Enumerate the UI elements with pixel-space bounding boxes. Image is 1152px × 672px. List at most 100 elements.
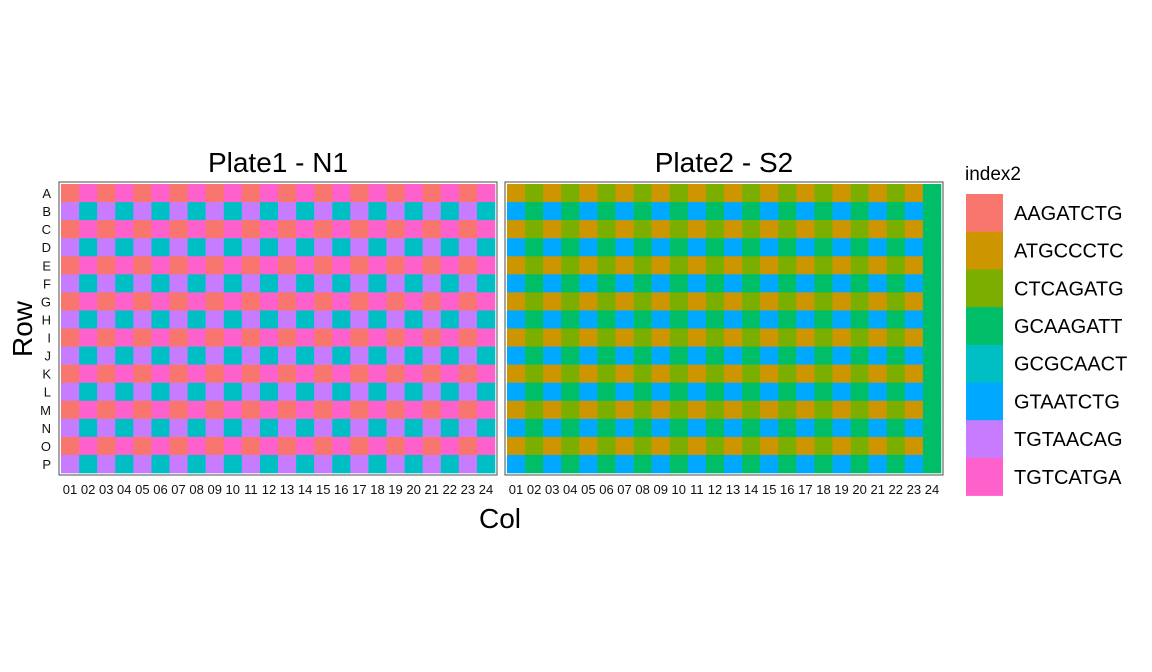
well-cell-O05	[133, 436, 152, 456]
well-cell-K02	[525, 364, 544, 383]
well-cell-F23	[458, 274, 478, 293]
well-cell-E04	[561, 256, 580, 275]
well-cell-F07	[169, 274, 188, 293]
well-cell-O16	[778, 436, 797, 456]
well-cell-G04	[561, 292, 580, 311]
well-cell-H19	[832, 310, 851, 329]
well-cell-F05	[579, 274, 598, 293]
well-cell-E09	[651, 256, 671, 275]
well-cell-A16	[332, 184, 351, 203]
well-cell-A18	[368, 184, 387, 203]
well-cell-J14	[296, 346, 315, 365]
well-cell-B18	[368, 202, 387, 221]
well-cell-L16	[332, 382, 351, 402]
well-cell-L15	[314, 382, 333, 402]
well-cell-A15	[314, 184, 333, 203]
well-cell-L22	[440, 382, 460, 402]
well-cell-P01	[61, 454, 80, 474]
well-cell-D01	[507, 238, 526, 257]
legend-swatch	[966, 307, 1003, 346]
well-cell-M04	[115, 400, 134, 420]
well-cell-H05	[133, 310, 152, 329]
legend-label: AAGATCTG	[1014, 203, 1123, 225]
well-cell-O23	[458, 436, 478, 456]
well-cell-E20	[850, 256, 869, 275]
well-cell-A14	[742, 184, 761, 203]
well-cell-F08	[633, 274, 652, 293]
column-tick-labels: 01 02 03 04 05 06 07 08 09 10 11 12 13 14 15 16 17 18 19 20…	[63, 482, 493, 497]
well-cell-O13	[278, 436, 297, 456]
well-cell-N20	[404, 418, 423, 438]
well-cell-C03	[543, 220, 562, 239]
well-cell-C19	[832, 220, 851, 239]
well-cell-N17	[350, 418, 369, 438]
well-cell-F11	[687, 274, 707, 293]
well-cell-B21	[422, 202, 442, 221]
well-cell-D11	[687, 238, 707, 257]
well-cell-G05	[133, 292, 152, 311]
well-cell-P19	[386, 454, 405, 474]
well-cell-B14	[296, 202, 315, 221]
well-cell-J12	[705, 346, 725, 365]
well-cell-L14	[296, 382, 315, 402]
legend-title: index2	[965, 164, 1021, 185]
well-cell-N03	[97, 418, 116, 438]
well-cell-F01	[507, 274, 526, 293]
well-cell-J09	[205, 346, 225, 365]
well-cell-G09	[205, 292, 225, 311]
col-tick-label: 17	[798, 482, 812, 497]
well-cell-I21	[422, 328, 442, 347]
well-cell-C18	[368, 220, 387, 239]
legend-item: TGTAACAG	[966, 420, 1123, 459]
well-cell-L15	[760, 382, 779, 402]
well-cell-M20	[850, 400, 869, 420]
well-cell-B02	[525, 202, 544, 221]
well-cell-P20	[404, 454, 423, 474]
well-cell-B14	[742, 202, 761, 221]
well-cell-N15	[314, 418, 333, 438]
col-tick-label: 21	[424, 482, 438, 497]
legend-label: CTCAGATG	[1014, 278, 1124, 300]
col-tick-label: 03	[99, 482, 113, 497]
legend-item: GTAATCTG	[966, 382, 1120, 421]
well-cell-L21	[422, 382, 442, 402]
well-cell-C07	[615, 220, 634, 239]
well-cell-I11	[241, 328, 261, 347]
well-cell-G19	[832, 292, 851, 311]
well-cell-K10	[223, 364, 243, 383]
well-cell-D13	[278, 238, 297, 257]
well-cell-O20	[404, 436, 423, 456]
well-cell-N18	[368, 418, 387, 438]
legend-item: AAGATCTG	[966, 194, 1123, 232]
well-cell-D08	[633, 238, 652, 257]
well-cell-N13	[278, 418, 297, 438]
col-tick-label: 02	[81, 482, 95, 497]
well-cell-C24	[922, 220, 942, 239]
well-cell-J16	[778, 346, 797, 365]
well-cell-D12	[259, 238, 279, 257]
well-cell-H18	[814, 310, 833, 329]
well-cell-C16	[778, 220, 797, 239]
well-cell-F11	[241, 274, 261, 293]
well-cell-B05	[579, 202, 598, 221]
well-cell-K19	[386, 364, 405, 383]
well-cell-A08	[187, 184, 206, 203]
well-cell-H03	[543, 310, 562, 329]
well-cell-E22	[440, 256, 460, 275]
well-cell-I16	[332, 328, 351, 347]
well-cell-L17	[796, 382, 815, 402]
well-cell-H14	[296, 310, 315, 329]
legend-swatch	[966, 269, 1003, 308]
well-cell-F20	[404, 274, 423, 293]
facet-title: Plate1 - N1	[208, 147, 348, 178]
well-cell-N10	[669, 418, 689, 438]
col-tick-label: 20	[852, 482, 866, 497]
well-cell-A23	[458, 184, 478, 203]
well-cell-M22	[886, 400, 906, 420]
well-cell-D17	[350, 238, 369, 257]
well-cell-E03	[97, 256, 116, 275]
well-cell-G15	[760, 292, 779, 311]
well-cell-J11	[687, 346, 707, 365]
well-cell-M03	[543, 400, 562, 420]
well-cell-J22	[440, 346, 460, 365]
